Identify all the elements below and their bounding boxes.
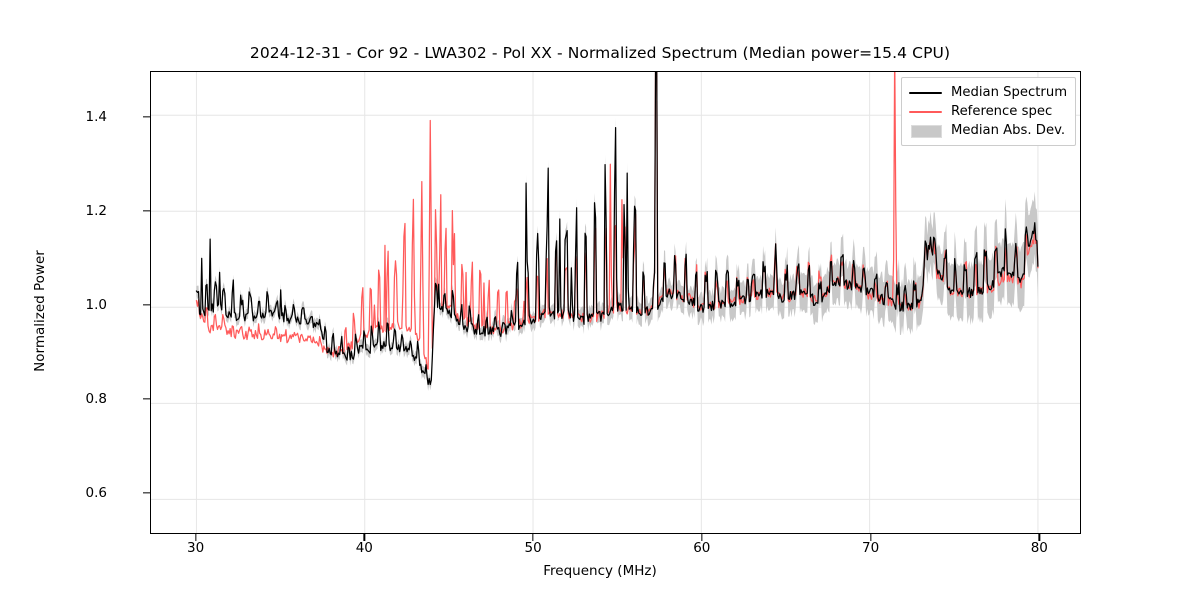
y-tick-mark [143,210,150,212]
line-swatch-icon [909,105,942,118]
legend-item-median-abs-dev[interactable]: Median Abs. Dev. [909,121,1067,140]
x-tick-label: 70 [862,540,880,556]
x-axis-title: Frequency (MHz) [543,563,657,579]
x-tick-mark [701,534,703,541]
chart-title: 2024-12-31 - Cor 92 - LWA302 - Pol XX - … [249,44,951,62]
x-tick-mark [363,534,365,541]
y-axis-title: Normalized Power [32,250,48,372]
y-tick-label: 1.4 [85,109,107,125]
spectrum-plot [151,72,1080,533]
x-tick-label: 50 [524,540,542,556]
gridlines [151,72,1080,533]
y-tick-label: 1.2 [85,203,107,219]
y-tick-label: 0.6 [85,485,107,501]
legend-item-reference-spec[interactable]: Reference spec [909,102,1067,121]
x-tick-mark [1038,534,1040,541]
x-tick-label: 80 [1030,540,1048,556]
line-swatch-icon [909,86,942,99]
median-spectrum-line [195,72,1039,386]
x-tick-label: 30 [187,540,205,556]
patch-swatch-icon [909,124,942,138]
plot-area [150,71,1081,534]
y-tick-label: 1.0 [85,297,107,313]
y-tick-mark [143,116,150,118]
x-tick-label: 40 [355,540,373,556]
x-tick-mark [194,534,197,541]
x-tick-mark [532,534,534,541]
legend-label: Median Abs. Dev. [951,123,1066,138]
legend-item-median-spectrum[interactable]: Median Spectrum [909,83,1067,102]
legend-label: Median Spectrum [951,85,1068,100]
legend[interactable]: Median Spectrum Reference spec Median Ab… [901,77,1077,146]
y-tick-mark [143,304,150,306]
y-tick-mark [143,398,150,400]
x-tick-mark [869,534,872,541]
legend-label: Reference spec [951,104,1053,119]
y-tick-label: 0.8 [85,391,107,407]
y-tick-mark [143,492,150,494]
x-tick-label: 60 [693,540,711,556]
